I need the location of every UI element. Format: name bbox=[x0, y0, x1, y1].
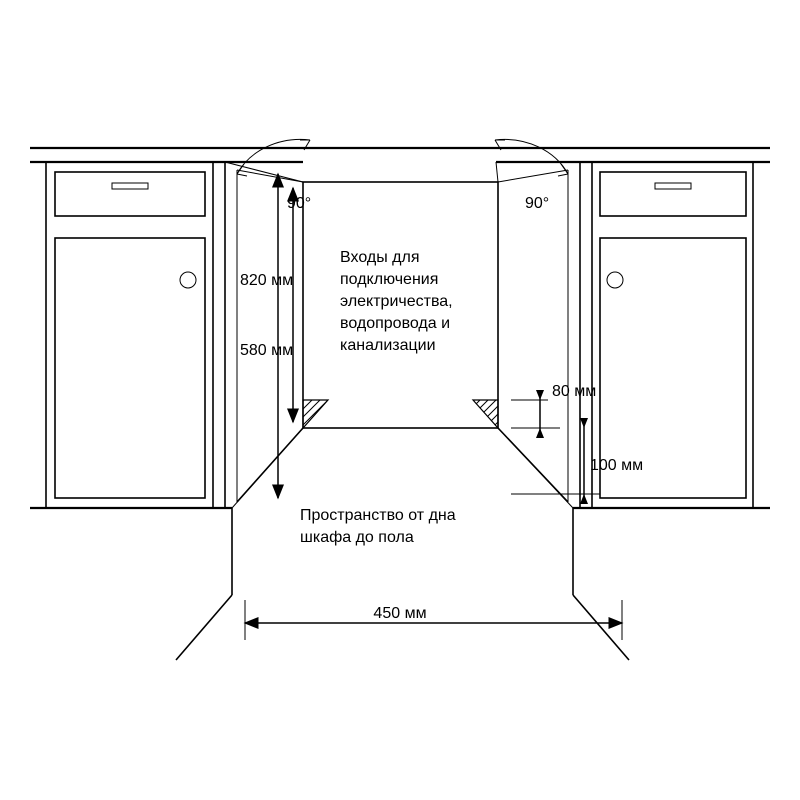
label-80: 80 мм bbox=[552, 383, 596, 400]
persp-left-top2 bbox=[232, 428, 303, 508]
floor-l2: шкафа до пола bbox=[300, 529, 414, 546]
arc-left bbox=[237, 139, 310, 174]
front-left-diag bbox=[176, 595, 232, 660]
floor-l1: Пространство от дна bbox=[300, 507, 456, 524]
installation-diagram: 90° 90° 820 мм 580 мм Входы для подключе… bbox=[0, 0, 800, 800]
inlet-l3: электричества, bbox=[340, 293, 453, 310]
inlet-l2: подключения bbox=[340, 271, 438, 288]
label-580: 580 мм bbox=[240, 342, 293, 359]
hatch-right bbox=[473, 400, 498, 428]
right-knob bbox=[607, 272, 623, 288]
inlet-l4: водопровода и bbox=[340, 315, 450, 332]
front-right-diag bbox=[573, 595, 629, 660]
right-drawer-handle bbox=[655, 183, 691, 189]
left-drawer-handle bbox=[112, 183, 148, 189]
persp-right-top2 bbox=[498, 428, 573, 508]
label-450: 450 мм bbox=[373, 605, 426, 622]
right-drawer bbox=[600, 172, 746, 216]
persp-right-top4 bbox=[496, 162, 498, 182]
hatch-left bbox=[303, 400, 328, 428]
label-100: 100 мм bbox=[590, 457, 643, 474]
label-90-right: 90° bbox=[525, 195, 549, 212]
persp-right-top3 bbox=[498, 170, 568, 182]
label-820: 820 мм bbox=[240, 272, 293, 289]
inlet-l1: Входы для bbox=[340, 249, 419, 266]
left-drawer bbox=[55, 172, 205, 216]
arc-right bbox=[495, 139, 568, 174]
label-90-left: 90° bbox=[287, 195, 311, 212]
left-door bbox=[55, 238, 205, 498]
inlet-l5: канализации bbox=[340, 337, 436, 354]
left-knob bbox=[180, 272, 196, 288]
